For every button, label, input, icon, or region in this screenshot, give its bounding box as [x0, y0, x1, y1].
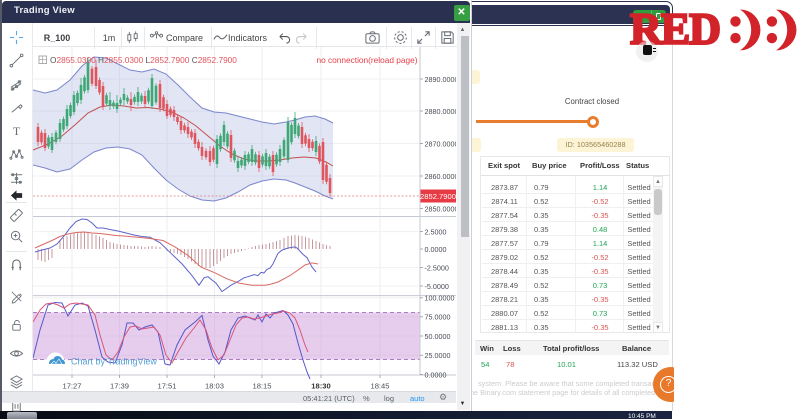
- svg-text:2890.0000: 2890.0000: [425, 75, 457, 84]
- svg-text:17:51: 17:51: [157, 382, 176, 391]
- svg-text:0.0000: 0.0000: [425, 370, 447, 379]
- svg-text:2860.0000: 2860.0000: [425, 172, 457, 181]
- svg-text:18:03: 18:03: [205, 382, 224, 391]
- svg-text:Chart by TradingView: Chart by TradingView: [71, 357, 157, 367]
- svg-text:17:27: 17:27: [62, 382, 81, 391]
- svg-text:2850.0000: 2850.0000: [425, 204, 457, 213]
- svg-text:100.0000: 100.0000: [425, 294, 455, 303]
- svg-text:0.0000: 0.0000: [425, 245, 447, 254]
- svg-text:17:39: 17:39: [110, 382, 129, 391]
- svg-text:2870.0000: 2870.0000: [425, 139, 457, 148]
- svg-text:18:45: 18:45: [370, 382, 389, 391]
- svg-text:RED: RED: [630, 5, 720, 53]
- svg-text:18:30: 18:30: [311, 382, 330, 391]
- svg-text:-5.0000: -5.0000: [425, 282, 449, 291]
- svg-text:O2855.0300 H2855.0300 L2852.79: O2855.0300 H2855.0300 L2852.7900 C2852.7…: [50, 55, 237, 65]
- svg-text:2852.7900: 2852.7900: [420, 192, 456, 201]
- svg-text:18:15: 18:15: [252, 382, 271, 391]
- svg-text:no connection(reload page): no connection(reload page): [316, 55, 417, 65]
- svg-text:75.0000: 75.0000: [425, 313, 451, 322]
- svg-text:-2.5000: -2.5000: [425, 263, 449, 272]
- svg-text:2.5000: 2.5000: [425, 227, 447, 236]
- svg-text:2880.0000: 2880.0000: [425, 107, 457, 116]
- svg-text:50.0000: 50.0000: [425, 332, 451, 341]
- svg-text:25.0000: 25.0000: [425, 351, 451, 360]
